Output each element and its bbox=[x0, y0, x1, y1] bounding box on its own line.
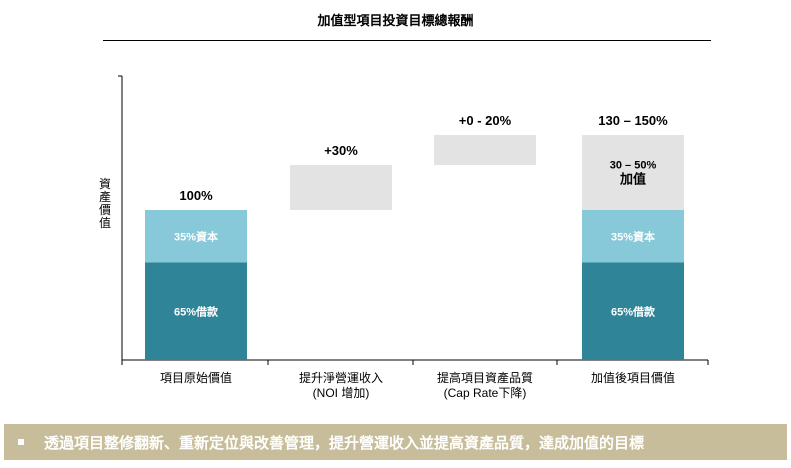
bar-3-segment-2-label: 30 – 50%加值 bbox=[610, 160, 657, 187]
summary-text: 透過項目整修翻新、重新定位與改善管理，提升營運收入並提高資產品質，達成加值的目標 bbox=[44, 434, 645, 452]
waterfall-chart: 資產價值 65%借款 35%資本 100% +30% +0 - 20% 65%借款 35%資本… bbox=[99, 75, 709, 400]
bar-1-top-label: +30% bbox=[324, 143, 358, 158]
bar-3-segment-0-label: 65%借款 bbox=[611, 304, 656, 318]
bar-3-segment-1-label: 35%資本 bbox=[611, 229, 655, 243]
bullet-icon bbox=[18, 439, 24, 445]
bar-2-top-label: +0 - 20% bbox=[459, 113, 512, 128]
bar-2-segment-0 bbox=[434, 135, 536, 165]
bar-0-top-label: 100% bbox=[179, 188, 213, 203]
title-divider bbox=[103, 40, 711, 41]
bar-0-segment-1 bbox=[145, 210, 247, 263]
summary-banner: 透過項目整修翻新、重新定位與改善管理，提升營運收入並提高資產品質，達成加值的目標 bbox=[4, 424, 787, 460]
y-axis-label: 資產價值 bbox=[99, 177, 111, 230]
bar-0-segment-1-label: 35%資本 bbox=[174, 229, 218, 243]
bar-1-segment-0 bbox=[290, 165, 392, 210]
x-tick-label-1: 提升淨營運收入(NOI 增加) bbox=[299, 370, 383, 400]
bar-3-segment-0 bbox=[582, 262, 684, 360]
bar-3-segment-1 bbox=[582, 210, 684, 263]
x-tick-label-0: 項目原始價值 bbox=[160, 370, 232, 385]
chart-title: 加值型項目投資目標總報酬 bbox=[317, 13, 474, 28]
x-tick-label-3: 加值後項目價值 bbox=[591, 370, 675, 385]
bar-0-segment-0 bbox=[145, 262, 247, 360]
x-tick-label-2: 提高項目資產品質(Cap Rate下降) bbox=[437, 370, 533, 400]
bar-3-segment-2 bbox=[582, 135, 684, 210]
bar-0-segment-0-label: 65%借款 bbox=[174, 304, 219, 318]
bar-3-top-label: 130 – 150% bbox=[598, 113, 668, 128]
